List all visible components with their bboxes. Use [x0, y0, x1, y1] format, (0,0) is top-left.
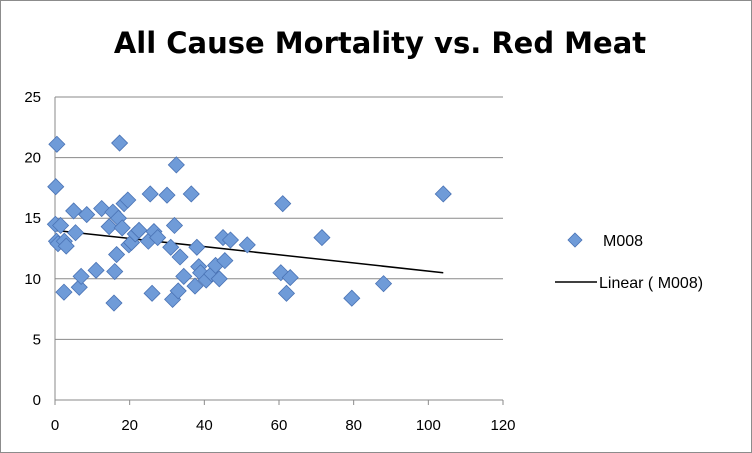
y-tick-label: 25 — [24, 89, 41, 106]
data-point — [47, 178, 65, 196]
data-point — [277, 284, 296, 302]
data-point — [210, 270, 228, 288]
legend-label-m008: M008 — [603, 233, 643, 250]
data-point — [111, 134, 129, 152]
data-point — [55, 283, 73, 301]
data-point — [66, 224, 85, 242]
data-point — [119, 191, 137, 209]
x-tick-label: 20 — [121, 417, 138, 434]
data-point — [130, 221, 148, 239]
x-tick-label: 0 — [51, 417, 59, 434]
x-axis-tick-labels: 0 20 40 60 80 100 120 — [51, 417, 516, 434]
data-point — [143, 284, 161, 302]
data-point — [238, 236, 256, 254]
data-point — [70, 278, 88, 296]
y-tick-label: 20 — [24, 150, 41, 167]
x-tick-label: 40 — [196, 417, 213, 434]
legend-marker-m008 — [567, 232, 583, 248]
data-point — [165, 216, 184, 235]
data-point — [106, 262, 124, 281]
data-point — [281, 269, 299, 287]
data-point — [343, 289, 361, 307]
data-point — [108, 245, 126, 264]
data-point — [221, 231, 240, 249]
data-point — [434, 185, 452, 203]
data-point — [216, 252, 234, 270]
data-point — [100, 218, 118, 236]
data-point — [274, 195, 292, 213]
legend: M008 Linear ( M008) — [555, 232, 703, 292]
data-point — [48, 135, 66, 153]
y-tick-label: 15 — [24, 210, 41, 227]
data-point — [78, 205, 96, 224]
data-point — [171, 248, 189, 266]
chart-title: All Cause Mortality vs. Red Meat — [113, 26, 647, 60]
data-point — [113, 219, 131, 237]
data-point — [175, 267, 193, 285]
x-tick-label: 120 — [490, 417, 515, 434]
data-point — [272, 264, 290, 282]
y-tick-label: 0 — [33, 392, 41, 409]
y-axis-tick-labels: 0 5 10 15 20 25 — [24, 89, 41, 409]
data-point — [167, 156, 185, 174]
data-point — [169, 282, 187, 300]
data-point — [105, 294, 123, 312]
data-points — [46, 134, 452, 312]
data-point — [313, 229, 331, 247]
data-point — [158, 186, 176, 204]
data-point — [182, 185, 200, 203]
data-point — [52, 216, 70, 235]
x-tick-label: 80 — [345, 417, 362, 434]
data-point — [72, 267, 90, 285]
data-point — [162, 238, 180, 256]
x-tick-label: 100 — [416, 417, 441, 434]
data-point — [87, 261, 105, 279]
y-tick-label: 10 — [24, 271, 41, 288]
legend-label-linear: Linear ( M008) — [599, 275, 703, 292]
data-point — [65, 202, 83, 220]
data-point — [93, 199, 111, 218]
data-point — [141, 185, 159, 203]
data-point — [374, 275, 393, 293]
data-point — [149, 229, 167, 247]
data-point — [186, 277, 204, 295]
x-tick-label: 60 — [271, 417, 288, 434]
y-tick-label: 5 — [33, 331, 41, 348]
data-point — [57, 237, 75, 255]
data-point — [188, 238, 206, 256]
